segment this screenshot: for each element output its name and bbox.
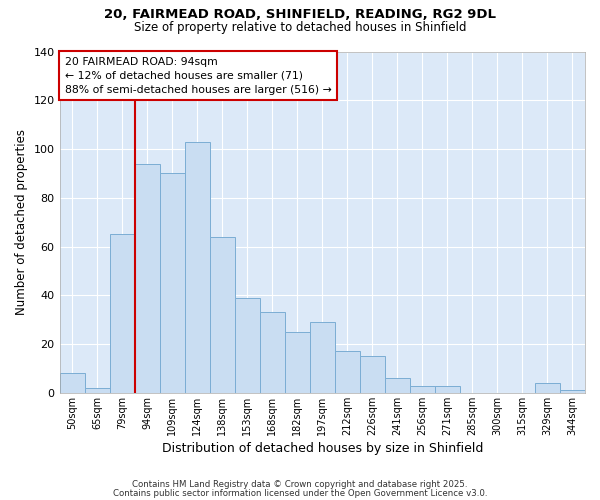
Bar [59, 374, 85, 393]
Bar [285, 332, 310, 393]
Bar [410, 386, 435, 393]
Bar [560, 390, 585, 393]
Text: Contains HM Land Registry data © Crown copyright and database right 2025.: Contains HM Land Registry data © Crown c… [132, 480, 468, 489]
Bar [535, 383, 560, 393]
Text: 20 FAIRMEAD ROAD: 94sqm
← 12% of detached houses are smaller (71)
88% of semi-de: 20 FAIRMEAD ROAD: 94sqm ← 12% of detache… [65, 56, 332, 94]
Bar [310, 322, 335, 393]
Bar [160, 174, 185, 393]
Y-axis label: Number of detached properties: Number of detached properties [15, 129, 28, 315]
X-axis label: Distribution of detached houses by size in Shinfield: Distribution of detached houses by size … [161, 442, 483, 455]
Bar [260, 312, 285, 393]
Bar [110, 234, 134, 393]
Bar [360, 356, 385, 393]
Bar [235, 298, 260, 393]
Bar [385, 378, 410, 393]
Bar [435, 386, 460, 393]
Text: 20, FAIRMEAD ROAD, SHINFIELD, READING, RG2 9DL: 20, FAIRMEAD ROAD, SHINFIELD, READING, R… [104, 8, 496, 20]
Bar [209, 237, 235, 393]
Bar [134, 164, 160, 393]
Text: Size of property relative to detached houses in Shinfield: Size of property relative to detached ho… [134, 21, 466, 34]
Bar [85, 388, 110, 393]
Text: Contains public sector information licensed under the Open Government Licence v3: Contains public sector information licen… [113, 488, 487, 498]
Bar [185, 142, 209, 393]
Bar [335, 352, 360, 393]
